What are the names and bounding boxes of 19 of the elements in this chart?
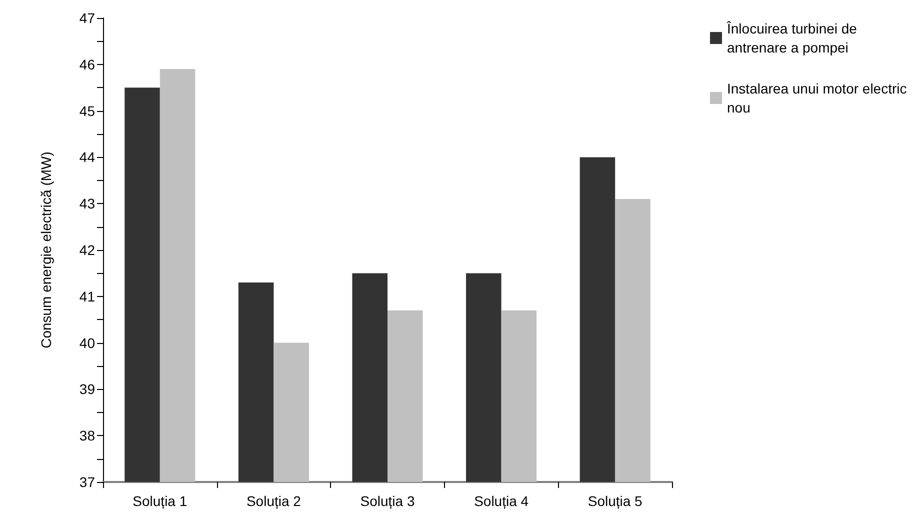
x-tick-label: Soluția 2 — [246, 493, 302, 509]
y-tick-label: 37 — [79, 474, 96, 490]
y-tick-label: 43 — [79, 196, 96, 212]
legend-label: Înlocuirea turbinei de antrenare a pompei — [726, 20, 861, 56]
y-tick-label: 44 — [79, 149, 96, 166]
y-tick-label: 45 — [79, 102, 96, 119]
legend-label: Instalarea unui motor electric nou — [727, 80, 911, 116]
y-tick-label: 47 — [79, 10, 96, 26]
y-tick-label: 46 — [79, 56, 96, 72]
x-tick-label: Soluția 5 — [588, 493, 643, 509]
y-tick-label: 40 — [79, 334, 96, 351]
y-tick-label: 39 — [79, 381, 96, 398]
x-tick-label: Soluția 1 — [132, 493, 188, 509]
x-tick-label: Soluția 4 — [474, 493, 529, 509]
y-tick-label: 42 — [79, 242, 96, 258]
y-tick-label: 38 — [79, 428, 96, 444]
y-tick-label: 41 — [79, 288, 96, 304]
y-axis-title: Consum energie electrică (MW) — [38, 152, 54, 348]
x-tick-label: Soluția 3 — [360, 493, 415, 509]
